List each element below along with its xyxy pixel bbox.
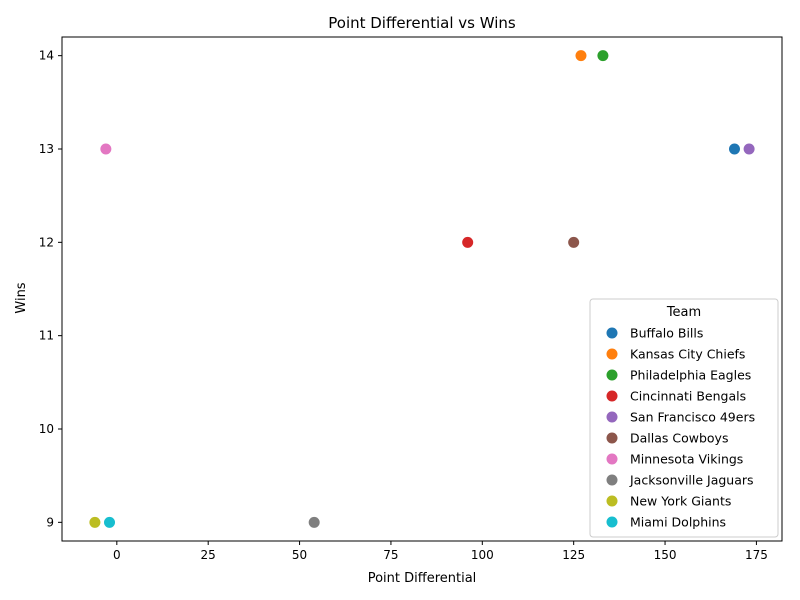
y-tick-label: 12: [39, 235, 54, 249]
legend-marker: [606, 474, 618, 486]
legend-box: [589, 298, 779, 538]
legend-marker: [606, 348, 618, 360]
legend-entry: Kansas City Chiefs: [630, 347, 745, 362]
data-point: [575, 50, 587, 62]
legend-marker: [606, 327, 618, 339]
x-tick-label: 150: [654, 548, 677, 562]
x-tick-label: 50: [292, 548, 307, 562]
y-tick-label: 10: [39, 422, 54, 436]
legend-entry: Dallas Cowboys: [630, 431, 728, 446]
data-point: [728, 143, 740, 155]
data-point: [743, 143, 755, 155]
legend-entry: San Francisco 49ers: [630, 410, 755, 425]
legend-entry: Jacksonville Jaguars: [629, 473, 754, 488]
legend-entry: Cincinnati Bengals: [630, 389, 746, 404]
data-point: [462, 236, 474, 248]
plot-area: 0 25 50 75 100 125 150 175 9 10 11 12 13 14: [39, 36, 783, 562]
x-tick-label: 100: [471, 548, 494, 562]
y-tick-label: 9: [46, 515, 54, 529]
x-axis-label: Point Differential: [368, 571, 477, 586]
legend-marker: [606, 432, 618, 444]
legend-title: Team: [666, 305, 701, 320]
data-point: [104, 516, 116, 528]
legend-marker: [606, 369, 618, 381]
data-point: [597, 50, 609, 62]
legend-entry: Buffalo Bills: [630, 326, 703, 341]
y-axis-label: Wins: [14, 282, 29, 313]
legend-entry: Minnesota Vikings: [630, 452, 743, 467]
legend-marker: [606, 390, 618, 402]
y-tick-label: 13: [39, 142, 54, 156]
legend-entry: New York Giants: [630, 494, 731, 509]
legend: Team Buffalo Bills Kansas City Chiefs Phila…: [589, 298, 779, 538]
x-tick-label: 25: [201, 548, 216, 562]
legend-marker: [606, 453, 618, 465]
x-tick-label: 0: [113, 548, 121, 562]
legend-entry: Miami Dolphins: [630, 515, 726, 530]
data-point: [100, 143, 112, 155]
legend-marker: [606, 516, 618, 528]
x-tick-label: 175: [745, 548, 768, 562]
legend-marker: [606, 411, 618, 423]
legend-marker: [606, 495, 618, 507]
legend-entry: Philadelphia Eagles: [630, 368, 751, 383]
chart-title: Point Differential vs Wins: [328, 14, 516, 32]
axes-frame: [61, 36, 783, 542]
data-point: [568, 236, 580, 248]
data-point: [89, 516, 101, 528]
y-tick-label: 14: [39, 49, 54, 63]
x-tick-label: 125: [562, 548, 585, 562]
x-tick-label: 75: [383, 548, 398, 562]
data-point: [308, 516, 320, 528]
y-tick-label: 11: [39, 329, 54, 343]
